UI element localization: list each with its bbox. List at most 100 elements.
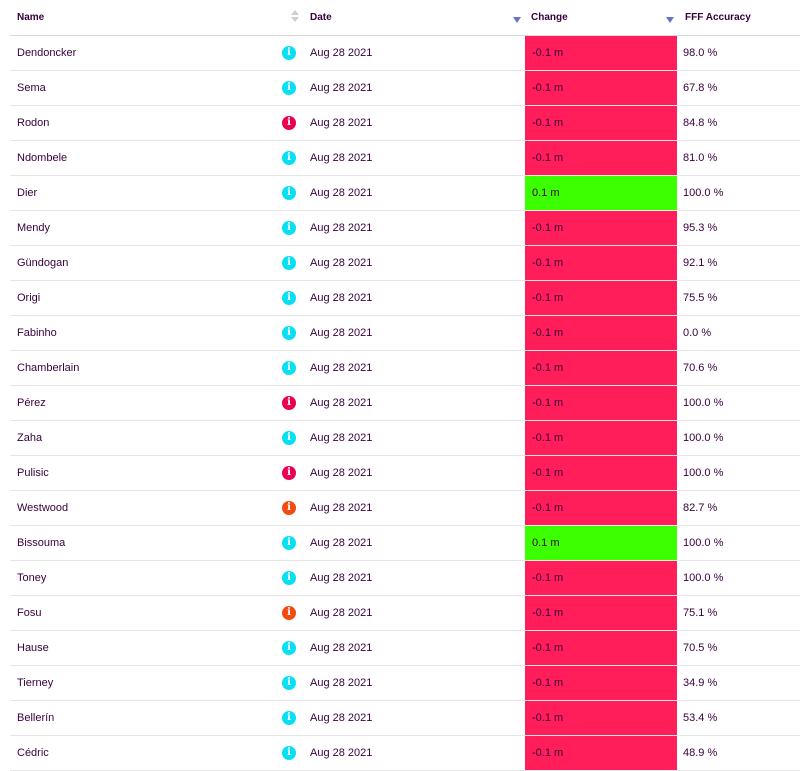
- info-icon[interactable]: i: [282, 746, 296, 760]
- fff-accuracy: 98.0 %: [683, 47, 718, 59]
- player-name[interactable]: Dendoncker: [17, 47, 77, 59]
- player-name[interactable]: Dier: [17, 187, 38, 199]
- fff-accuracy: 67.8 %: [683, 82, 718, 94]
- change-date: Aug 28 2021: [310, 257, 373, 269]
- table-row: Sema i Aug 28 2021 -0.1 m 67.8 %: [10, 71, 800, 106]
- player-name[interactable]: Fabinho: [17, 327, 57, 339]
- player-name[interactable]: Hause: [17, 642, 49, 654]
- change-value: -0.1 m: [532, 432, 564, 444]
- player-name[interactable]: Origi: [17, 292, 41, 304]
- table-row: Gündogan i Aug 28 2021 -0.1 m 92.1 %: [10, 246, 800, 281]
- change-cell: -0.1 m: [525, 316, 677, 350]
- info-icon[interactable]: i: [282, 641, 296, 655]
- sort-icon[interactable]: [291, 10, 299, 24]
- change-date: Aug 28 2021: [310, 397, 373, 409]
- sort-descending-icon[interactable]: [513, 17, 521, 23]
- table-row: Chamberlain i Aug 28 2021 -0.1 m 70.6 %: [10, 351, 800, 386]
- change-date: Aug 28 2021: [310, 47, 373, 59]
- fff-accuracy: 100.0 %: [683, 537, 724, 549]
- fff-accuracy: 92.1 %: [683, 257, 718, 269]
- change-value: 0.1 m: [532, 187, 560, 199]
- change-cell: -0.1 m: [525, 701, 677, 735]
- fff-accuracy: 0.0 %: [683, 327, 712, 339]
- player-name[interactable]: Bellerín: [17, 712, 55, 724]
- info-icon[interactable]: i: [282, 431, 296, 445]
- change-value: -0.1 m: [532, 82, 564, 94]
- player-name[interactable]: Zaha: [17, 432, 43, 444]
- change-date: Aug 28 2021: [310, 152, 373, 164]
- table-row: Tierney i Aug 28 2021 -0.1 m 34.9 %: [10, 666, 800, 701]
- info-icon[interactable]: i: [282, 536, 296, 550]
- fff-accuracy: 53.4 %: [683, 712, 718, 724]
- info-icon[interactable]: i: [282, 46, 296, 60]
- price-change-table: Name Date Change FFF Accuracy Dendoncker…: [10, 0, 800, 771]
- info-icon[interactable]: i: [282, 396, 296, 410]
- info-icon[interactable]: i: [282, 291, 296, 305]
- sort-descending-icon[interactable]: [666, 17, 674, 23]
- info-icon[interactable]: i: [282, 361, 296, 375]
- change-value: -0.1 m: [532, 677, 564, 689]
- info-icon[interactable]: i: [282, 606, 296, 620]
- change-value: -0.1 m: [532, 607, 564, 619]
- change-value: -0.1 m: [532, 747, 564, 759]
- change-date: Aug 28 2021: [310, 712, 373, 724]
- column-header-accuracy[interactable]: FFF Accuracy: [685, 12, 751, 23]
- table-row: Fosu i Aug 28 2021 -0.1 m 75.1 %: [10, 596, 800, 631]
- player-name[interactable]: Pulisic: [17, 467, 49, 479]
- table-row: Ndombele i Aug 28 2021 -0.1 m 81.0 %: [10, 141, 800, 176]
- table-row: Rodon i Aug 28 2021 -0.1 m 84.8 %: [10, 106, 800, 141]
- table-row: Bissouma i Aug 28 2021 0.1 m 100.0 %: [10, 526, 800, 561]
- change-date: Aug 28 2021: [310, 607, 373, 619]
- info-icon[interactable]: i: [282, 116, 296, 130]
- player-name[interactable]: Sema: [17, 82, 46, 94]
- player-name[interactable]: Fosu: [17, 607, 42, 619]
- table-row: Pulisic i Aug 28 2021 -0.1 m 100.0 %: [10, 456, 800, 491]
- player-name[interactable]: Chamberlain: [17, 362, 80, 374]
- fff-accuracy: 34.9 %: [683, 677, 718, 689]
- change-value: -0.1 m: [532, 292, 564, 304]
- player-name[interactable]: Cédric: [17, 747, 49, 759]
- fff-accuracy: 75.1 %: [683, 607, 718, 619]
- info-icon[interactable]: i: [282, 151, 296, 165]
- player-name[interactable]: Mendy: [17, 222, 51, 234]
- change-value: -0.1 m: [532, 257, 564, 269]
- info-icon[interactable]: i: [282, 711, 296, 725]
- change-date: Aug 28 2021: [310, 432, 373, 444]
- fff-accuracy: 100.0 %: [683, 467, 724, 479]
- table-row: Toney i Aug 28 2021 -0.1 m 100.0 %: [10, 561, 800, 596]
- player-name[interactable]: Westwood: [17, 502, 69, 514]
- change-cell: 0.1 m: [525, 176, 677, 210]
- player-name[interactable]: Pérez: [17, 397, 46, 409]
- change-cell: -0.1 m: [525, 71, 677, 105]
- info-icon[interactable]: i: [282, 676, 296, 690]
- change-date: Aug 28 2021: [310, 117, 373, 129]
- table-body: Dendoncker i Aug 28 2021 -0.1 m 98.0 % Sema i A…: [10, 36, 800, 771]
- info-icon[interactable]: i: [282, 326, 296, 340]
- change-cell: -0.1 m: [525, 351, 677, 385]
- info-icon[interactable]: i: [282, 81, 296, 95]
- info-icon[interactable]: i: [282, 501, 296, 515]
- column-header-name[interactable]: Name: [17, 12, 45, 23]
- change-value: -0.1 m: [532, 467, 564, 479]
- info-icon[interactable]: i: [282, 256, 296, 270]
- change-date: Aug 28 2021: [310, 747, 373, 759]
- change-cell: 0.1 m: [525, 526, 677, 560]
- column-header-change[interactable]: Change: [531, 12, 568, 23]
- fff-accuracy: 81.0 %: [683, 152, 718, 164]
- info-icon[interactable]: i: [282, 186, 296, 200]
- column-header-date[interactable]: Date: [310, 12, 332, 23]
- info-icon[interactable]: i: [282, 571, 296, 585]
- change-cell: -0.1 m: [525, 736, 677, 770]
- info-icon[interactable]: i: [282, 466, 296, 480]
- player-name[interactable]: Gündogan: [17, 257, 69, 269]
- table-row: Fabinho i Aug 28 2021 -0.1 m 0.0 %: [10, 316, 800, 351]
- player-name[interactable]: Ndombele: [17, 152, 68, 164]
- player-name[interactable]: Tierney: [17, 677, 54, 689]
- info-icon[interactable]: i: [282, 221, 296, 235]
- player-name[interactable]: Rodon: [17, 117, 50, 129]
- change-value: -0.1 m: [532, 327, 564, 339]
- change-cell: -0.1 m: [525, 211, 677, 245]
- player-name[interactable]: Toney: [17, 572, 47, 584]
- change-date: Aug 28 2021: [310, 327, 373, 339]
- player-name[interactable]: Bissouma: [17, 537, 66, 549]
